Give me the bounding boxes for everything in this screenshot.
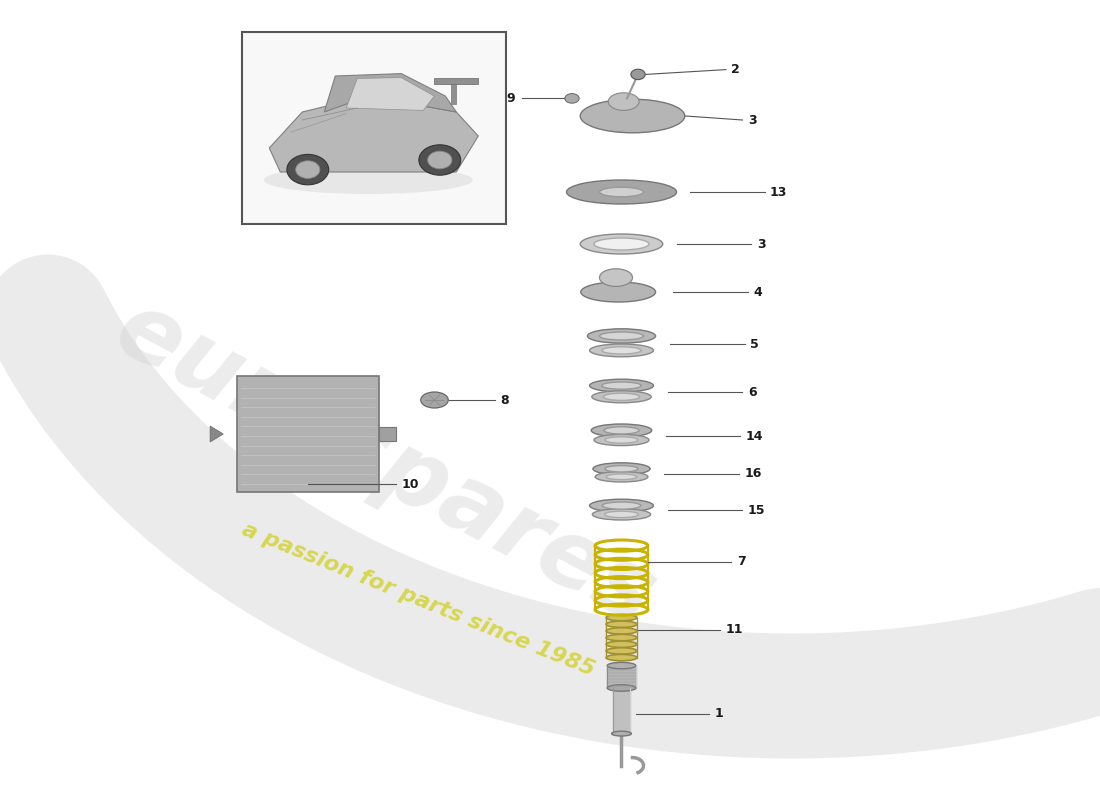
Ellipse shape — [630, 69, 645, 80]
Ellipse shape — [420, 392, 449, 408]
Ellipse shape — [595, 472, 648, 482]
Text: 10: 10 — [402, 478, 419, 490]
Ellipse shape — [602, 502, 640, 510]
Ellipse shape — [296, 161, 320, 178]
Ellipse shape — [600, 332, 643, 340]
Text: 9: 9 — [506, 92, 515, 105]
Ellipse shape — [590, 379, 653, 392]
Polygon shape — [324, 74, 456, 112]
Text: 3: 3 — [748, 114, 757, 126]
Text: 8: 8 — [500, 394, 509, 406]
Ellipse shape — [592, 391, 651, 403]
Text: 3: 3 — [757, 238, 766, 250]
Polygon shape — [270, 96, 478, 172]
Text: 2: 2 — [732, 63, 740, 76]
Ellipse shape — [607, 662, 636, 669]
Text: 6: 6 — [748, 386, 757, 398]
Ellipse shape — [594, 434, 649, 446]
Bar — [242, 32, 506, 224]
Ellipse shape — [565, 94, 579, 103]
Ellipse shape — [594, 238, 649, 250]
Ellipse shape — [602, 347, 641, 354]
Text: 13: 13 — [770, 186, 788, 198]
Ellipse shape — [605, 466, 638, 472]
Text: 1: 1 — [715, 707, 724, 720]
Ellipse shape — [566, 180, 676, 204]
Bar — [451, 84, 456, 104]
Text: 11: 11 — [726, 623, 744, 636]
Bar — [434, 78, 478, 84]
Ellipse shape — [608, 93, 639, 110]
Ellipse shape — [591, 424, 651, 437]
Ellipse shape — [605, 511, 638, 518]
Ellipse shape — [606, 648, 637, 654]
Polygon shape — [210, 426, 223, 442]
Ellipse shape — [581, 99, 684, 133]
Ellipse shape — [593, 462, 650, 475]
Ellipse shape — [606, 474, 637, 480]
Ellipse shape — [587, 329, 656, 343]
Ellipse shape — [287, 154, 329, 185]
Ellipse shape — [580, 234, 662, 254]
Ellipse shape — [606, 654, 637, 661]
Bar — [379, 426, 396, 442]
Ellipse shape — [592, 509, 650, 520]
Ellipse shape — [606, 641, 637, 647]
Ellipse shape — [603, 393, 639, 401]
Text: eurospares: eurospares — [100, 283, 670, 645]
Ellipse shape — [612, 731, 631, 736]
Ellipse shape — [264, 166, 473, 194]
Ellipse shape — [607, 685, 636, 691]
Ellipse shape — [428, 151, 452, 169]
Ellipse shape — [419, 145, 461, 175]
Text: 4: 4 — [754, 286, 762, 298]
Ellipse shape — [606, 628, 637, 634]
Ellipse shape — [604, 426, 639, 434]
Ellipse shape — [606, 621, 637, 627]
Ellipse shape — [590, 499, 653, 512]
Text: 7: 7 — [737, 555, 746, 568]
Ellipse shape — [602, 382, 641, 390]
FancyBboxPatch shape — [236, 376, 380, 492]
Text: 15: 15 — [748, 504, 766, 517]
Text: 5: 5 — [750, 338, 759, 350]
Ellipse shape — [606, 614, 637, 621]
Ellipse shape — [581, 282, 656, 302]
Ellipse shape — [590, 344, 653, 357]
Text: 16: 16 — [745, 467, 762, 480]
Ellipse shape — [605, 437, 638, 443]
Text: a passion for parts since 1985: a passion for parts since 1985 — [239, 520, 597, 680]
Ellipse shape — [600, 269, 632, 286]
Polygon shape — [346, 78, 434, 110]
Text: 14: 14 — [746, 430, 763, 442]
Ellipse shape — [606, 634, 637, 641]
Ellipse shape — [600, 187, 643, 197]
